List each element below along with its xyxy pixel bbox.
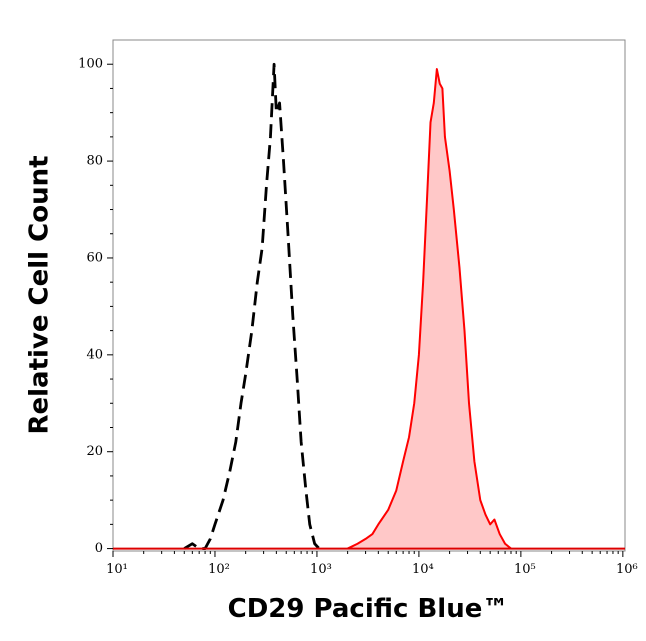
x-tick-label: 10³ xyxy=(310,562,332,577)
x-tick-label: 10⁴ xyxy=(412,562,434,577)
y-tick-label: 100 xyxy=(78,57,103,72)
series-line xyxy=(183,62,321,550)
x-axis-title: CD29 Pacific Blue™ xyxy=(228,594,509,624)
x-tick-label: 10⁵ xyxy=(514,562,536,577)
y-tick-label: 0 xyxy=(95,541,103,556)
x-tick-label: 10² xyxy=(208,562,230,577)
x-tick-label: 10⁶ xyxy=(616,562,638,577)
y-tick-label: 60 xyxy=(86,250,103,265)
y-tick-label: 20 xyxy=(86,444,103,459)
plot-frame xyxy=(112,39,626,552)
y-tick-label: 80 xyxy=(86,154,103,169)
y-axis-title: Relative Cell Count xyxy=(25,155,55,434)
series-line xyxy=(347,68,512,550)
x-tick-label: 10¹ xyxy=(106,562,128,577)
series-fill xyxy=(347,69,511,549)
y-tick-label: 40 xyxy=(86,347,103,362)
